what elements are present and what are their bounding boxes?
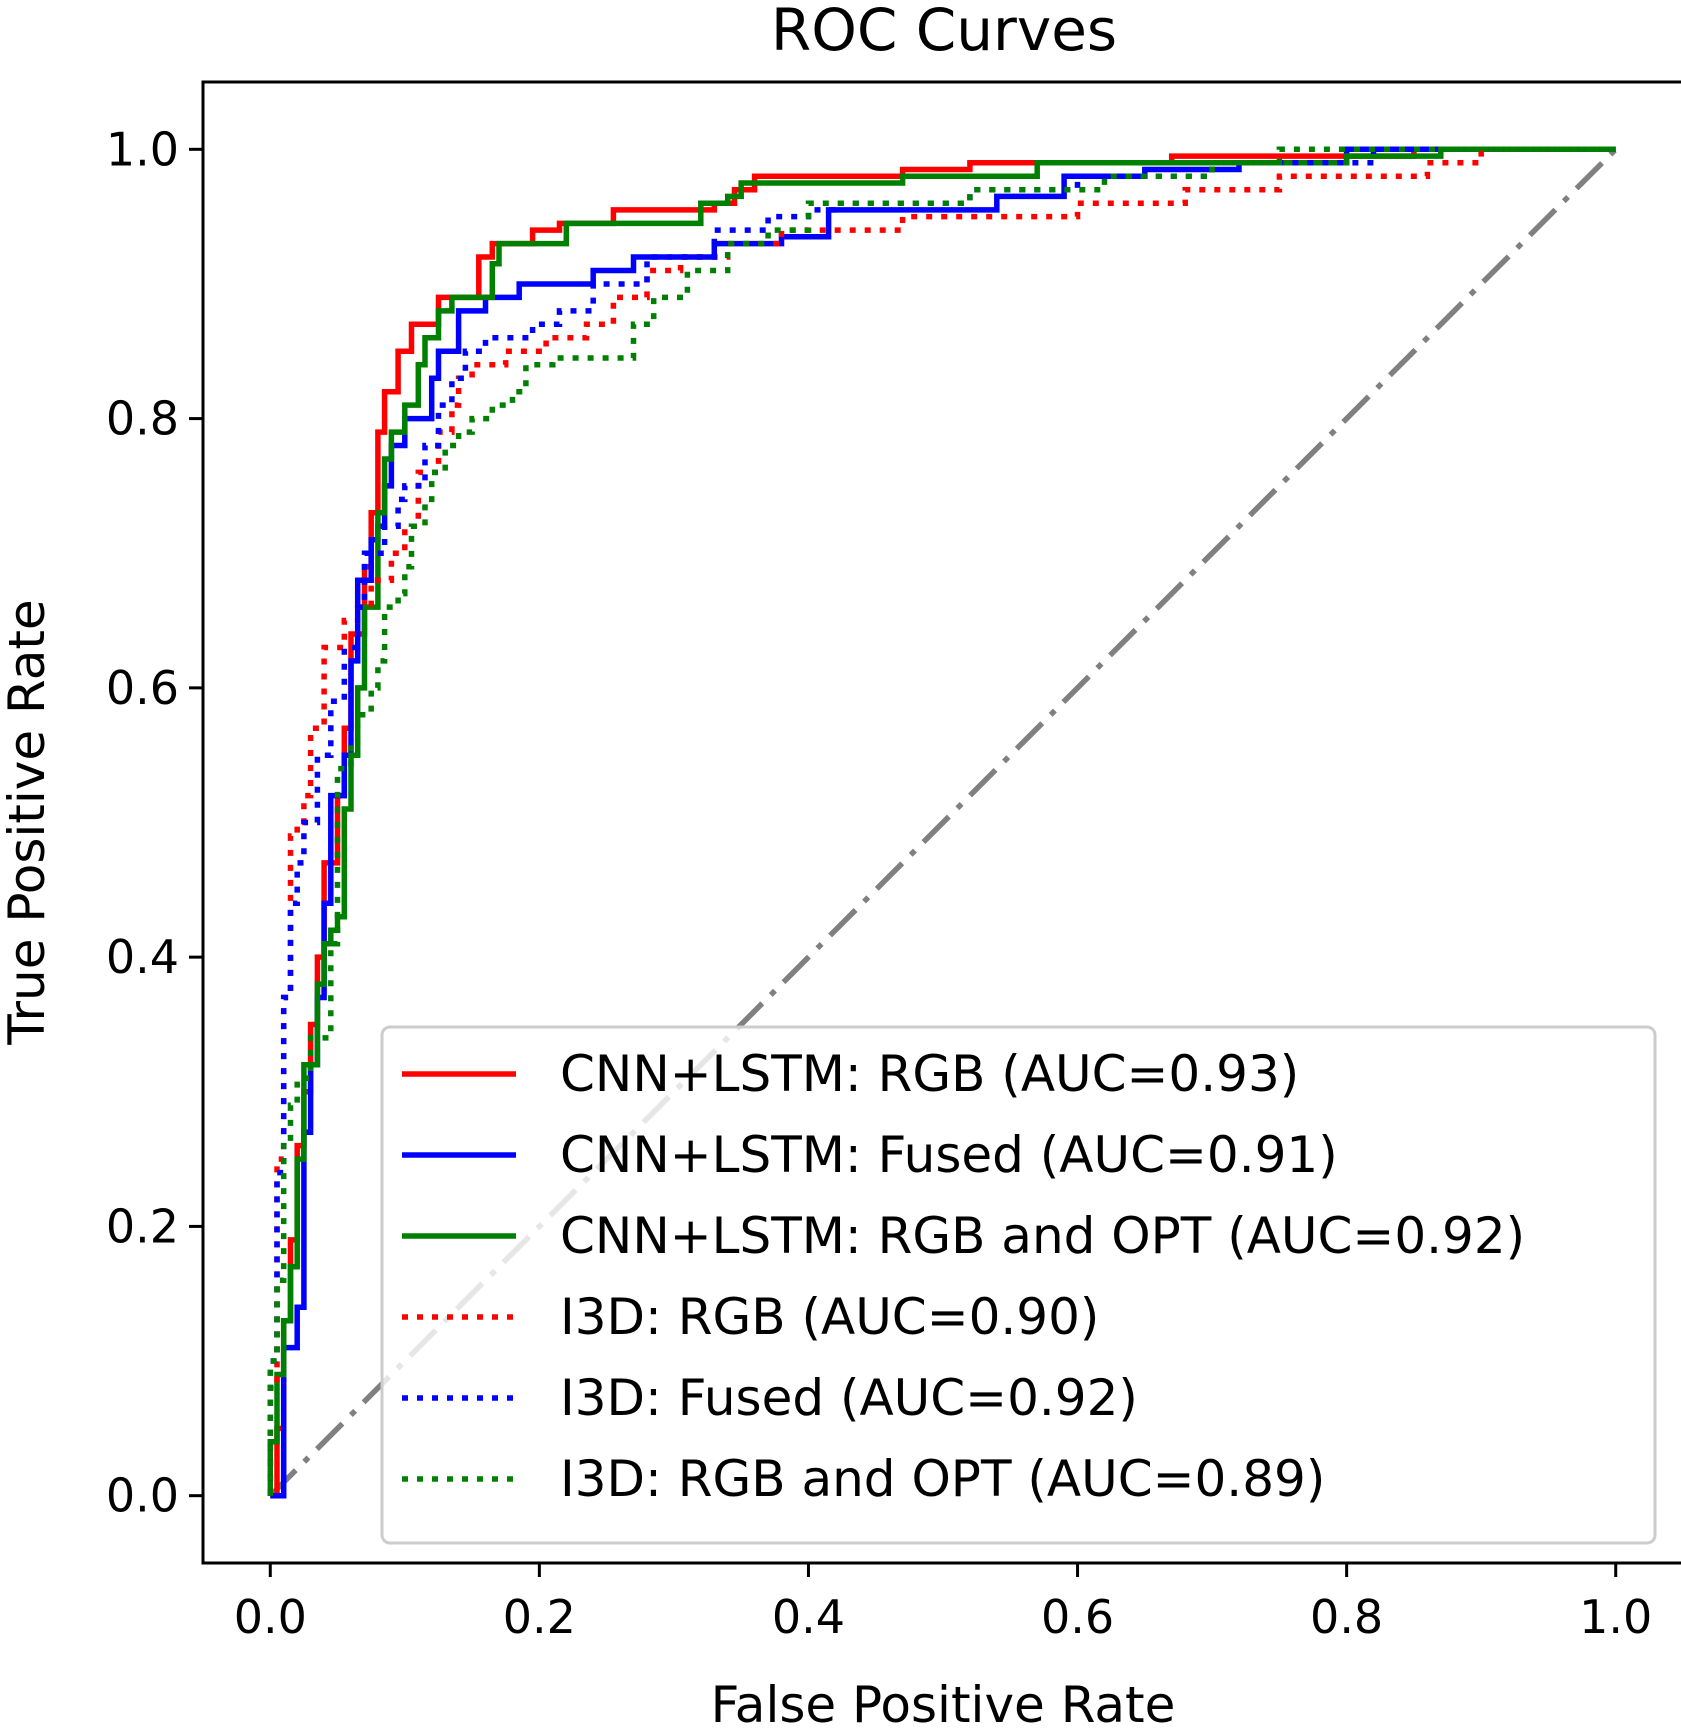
series-line-4	[267, 146, 1616, 1496]
legend-label: CNN+LSTM: RGB and OPT (AUC=0.92)	[560, 1207, 1525, 1265]
plot-frame	[201, 80, 1681, 1565]
y-tick-label: 0.2	[106, 1199, 179, 1253]
series-line-5	[267, 146, 1616, 1496]
x-tick-label: 0.4	[772, 1590, 845, 1644]
legend-label: I3D: Fused (AUC=0.92)	[560, 1369, 1138, 1427]
axes: 0.0 0.2 0.4 0.6 0.8 1.0 0.0 0.2 0.4 0.6 0.8 1.0	[106, 122, 1652, 1644]
y-tick-label: 0.0	[106, 1469, 179, 1523]
y-tick-label: 0.6	[106, 661, 179, 715]
x-tick-label: 0.2	[503, 1590, 576, 1644]
x-tick-label: 0.8	[1310, 1590, 1383, 1644]
x-axis-label: False Positive Rate	[711, 1676, 1176, 1732]
y-tick-label: 1.0	[106, 122, 179, 176]
chart-title: ROC Curves	[771, 0, 1117, 64]
y-axis-label: True Positive Rate	[0, 599, 56, 1045]
legend-label: I3D: RGB and OPT (AUC=0.89)	[560, 1450, 1325, 1508]
x-tick-label: 0.0	[234, 1590, 307, 1644]
legend-box	[380, 1025, 1657, 1545]
x-tick-label: 1.0	[1579, 1590, 1652, 1644]
series-line-2	[267, 146, 1616, 1496]
series-line-3	[267, 146, 1616, 1496]
legend-label: I3D: RGB (AUC=0.90)	[560, 1288, 1099, 1346]
legend-label: CNN+LSTM: RGB (AUC=0.93)	[560, 1045, 1299, 1103]
y-tick-label: 0.8	[106, 392, 179, 446]
x-tick-label: 0.6	[1041, 1590, 1114, 1644]
legend-label: CNN+LSTM: Fused (AUC=0.91)	[560, 1126, 1338, 1184]
legend: CNN+LSTM: RGB (AUC=0.93) CNN+LSTM: Fused …	[380, 1025, 1657, 1545]
y-tick-label: 0.4	[106, 930, 179, 984]
